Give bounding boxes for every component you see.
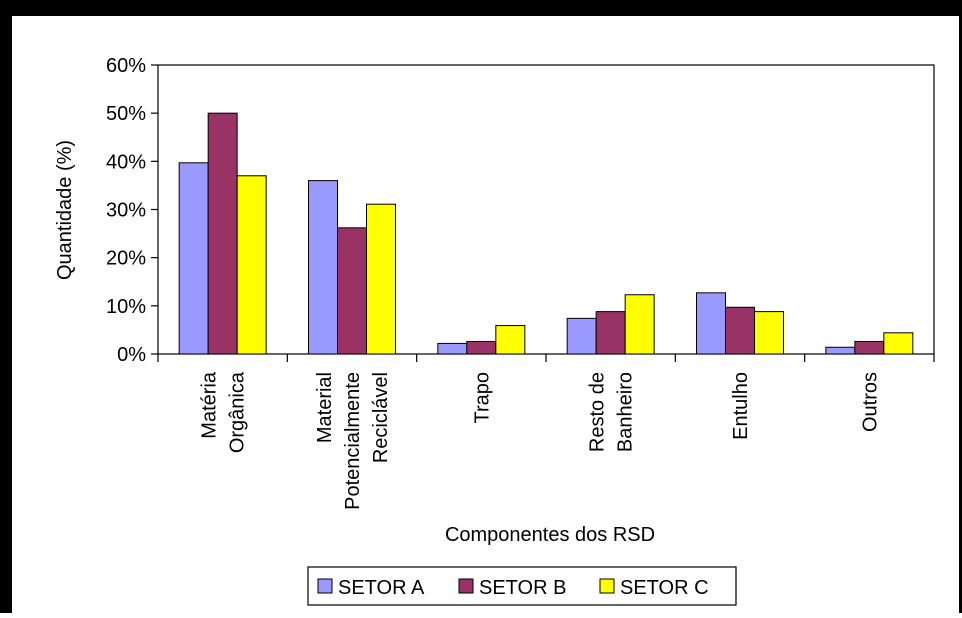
bar-setor-c-5 [883, 332, 914, 355]
bars-layer [178, 112, 914, 355]
x-tick-label-line: Trapo [471, 372, 493, 424]
frame-top-border [0, 0, 962, 16]
x-tick-label-line: Outros [859, 372, 881, 432]
bar-setor-b-1 [337, 227, 367, 355]
y-tick-label: 60% [106, 55, 146, 77]
bar-setor-a-0 [178, 162, 209, 355]
bar-setor-c-0 [236, 175, 267, 355]
bar-setor-a-5 [825, 346, 856, 355]
x-axis-title: Componentes dos RSD [445, 524, 655, 546]
y-tick-label: 40% [106, 151, 146, 173]
plot-area [157, 64, 935, 355]
bar-setor-a-4 [696, 292, 726, 355]
frame-right-border [959, 0, 962, 613]
x-tick-label-5: Outros [859, 372, 881, 432]
bar-setor-b-4 [725, 306, 755, 355]
bar-setor-b-3 [595, 311, 626, 355]
plot-area-border [157, 64, 935, 355]
legend-swatch [317, 578, 333, 594]
y-tick-label: 10% [106, 296, 146, 318]
bar-setor-c-3 [624, 294, 655, 355]
y-tick-label: 50% [106, 103, 146, 125]
y-tick-label: 0% [117, 344, 146, 366]
y-tick-label: 30% [106, 200, 146, 222]
x-tick-label-0: Matéria Orgânica [199, 371, 249, 453]
x-axis: Matéria Orgânica Material Potencialmente Rec… [157, 354, 935, 510]
y-axis-title: Quantidade (%) [54, 140, 76, 280]
x-tick-label-2: Trapo [471, 372, 493, 424]
bar-setor-b-5 [854, 340, 885, 355]
x-tick-label-line: Reciclável [370, 372, 392, 463]
bar-setor-c-4 [754, 311, 784, 355]
legend-label: SETOR A [338, 577, 425, 599]
legend-label: SETOR B [479, 577, 566, 599]
x-tick-label-line: Orgânica [227, 371, 249, 453]
bar-setor-b-0 [207, 112, 238, 355]
x-tick-label-4: Entulho [730, 372, 752, 440]
x-tick-label-3: Resto de Banheiro [587, 372, 637, 452]
y-tick-label: 20% [106, 248, 146, 270]
legend: SETOR A SETOR B SETOR C [307, 566, 737, 606]
bar-setor-c-1 [366, 203, 396, 355]
y-axis: 0% 10% 20% 30% 40% 50% 60% [106, 55, 158, 366]
x-tick-label-1: Material Potencialmente Reciclável [314, 372, 392, 510]
legend-swatch [599, 578, 615, 594]
bar-setor-c-2 [495, 325, 526, 355]
x-tick-label-line: Banheiro [615, 372, 637, 452]
bar-setor-b-2 [466, 340, 497, 355]
bar-setor-a-2 [437, 342, 468, 355]
x-tick-label-line: Potencialmente [342, 372, 364, 510]
bar-setor-a-1 [308, 180, 338, 355]
frame-left-border [0, 0, 12, 613]
bar-setor-a-3 [566, 317, 597, 355]
x-tick-label-line: Matéria [199, 371, 221, 439]
x-tick-label-line: Resto de [587, 372, 609, 452]
legend-swatch [458, 578, 474, 594]
legend-box [307, 566, 737, 606]
x-tick-label-line: Entulho [730, 372, 752, 440]
legend-label: SETOR C [620, 577, 709, 599]
x-tick-label-line: Material [314, 372, 336, 443]
